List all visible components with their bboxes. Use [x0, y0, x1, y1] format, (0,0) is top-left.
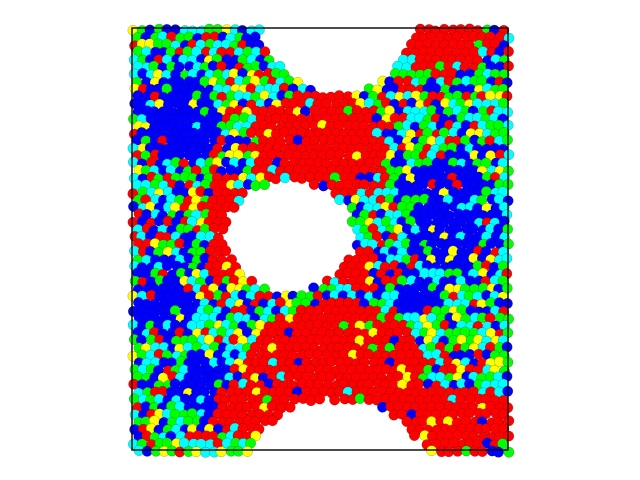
- particle: [215, 446, 227, 458]
- particle: [279, 172, 291, 184]
- particle: [267, 415, 278, 427]
- particle: [241, 445, 253, 457]
- particle: [250, 430, 262, 442]
- particle: [190, 446, 202, 458]
- particle: [329, 394, 341, 406]
- particle: [245, 127, 257, 139]
- particle: [503, 446, 515, 458]
- particle: [426, 445, 438, 457]
- particle: [284, 401, 296, 413]
- particle: [492, 446, 504, 458]
- particle: [503, 32, 515, 44]
- particle: [476, 446, 488, 457]
- particle: [501, 282, 513, 294]
- simulation-box: [131, 27, 509, 451]
- particle: [498, 423, 510, 435]
- particle: [503, 430, 515, 442]
- particle-layer: [127, 23, 515, 458]
- particle: [259, 179, 271, 191]
- particle: [308, 179, 320, 190]
- particle: [503, 415, 515, 427]
- particle: [270, 173, 282, 185]
- particle: [220, 245, 232, 257]
- particle: [259, 46, 271, 58]
- particle: [217, 223, 229, 235]
- particle: [503, 149, 515, 161]
- particle: [408, 430, 420, 441]
- particle: [228, 201, 240, 213]
- particle: [417, 178, 429, 190]
- particle: [354, 393, 366, 404]
- particle: [250, 180, 262, 192]
- particle: [314, 393, 326, 405]
- particle: [413, 378, 425, 390]
